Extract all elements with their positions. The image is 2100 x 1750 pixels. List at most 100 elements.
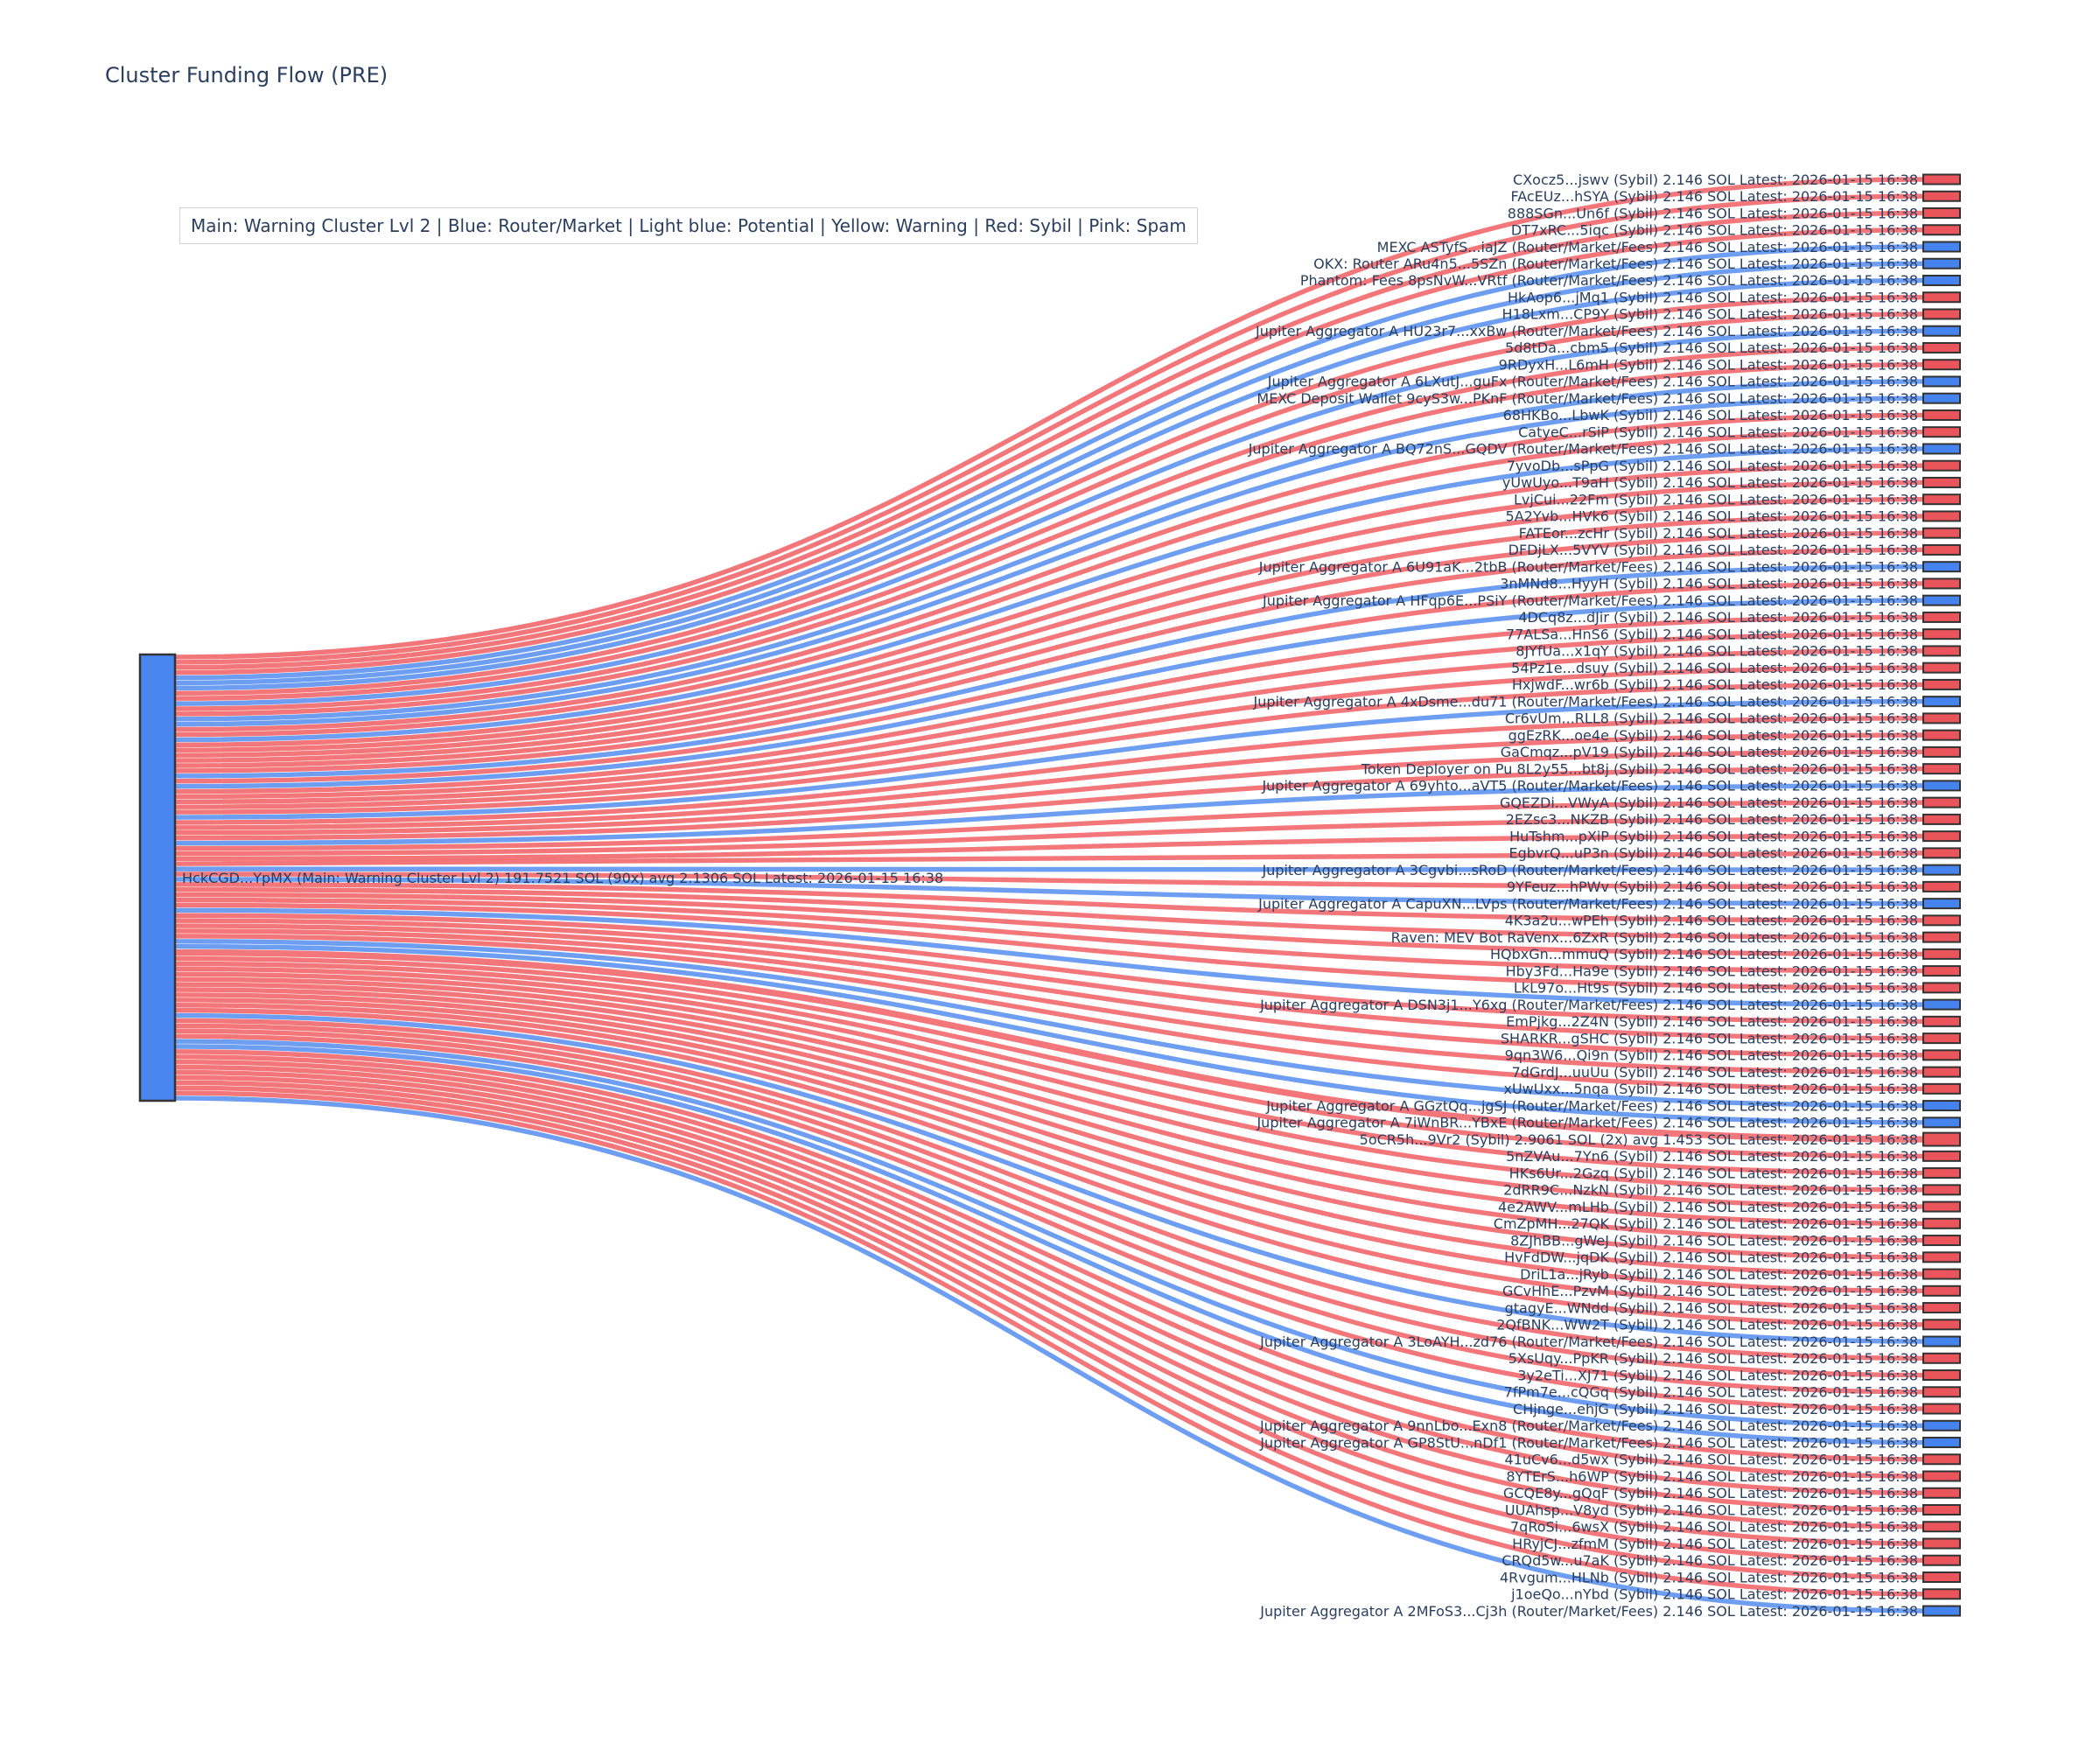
target-node[interactable] — [1922, 543, 1961, 556]
flow-link[interactable] — [174, 228, 1924, 676]
flow-link[interactable] — [174, 412, 1924, 732]
flow-link[interactable] — [174, 956, 1924, 1159]
flow-link[interactable] — [174, 1023, 1924, 1378]
target-node[interactable] — [1922, 1453, 1961, 1466]
target-node[interactable] — [1922, 1403, 1961, 1415]
flow-link[interactable] — [174, 295, 1924, 696]
flow-link[interactable] — [174, 976, 1924, 1227]
target-node[interactable] — [1922, 678, 1961, 690]
flow-link[interactable] — [174, 210, 1924, 670]
flow-link[interactable] — [174, 766, 1924, 841]
target-node[interactable] — [1922, 1116, 1961, 1129]
target-node[interactable] — [1922, 611, 1961, 623]
target-node[interactable] — [1922, 898, 1961, 910]
target-node[interactable] — [1922, 1235, 1961, 1247]
flow-link[interactable] — [174, 749, 1924, 836]
flow-link[interactable] — [174, 850, 1924, 866]
flow-link[interactable] — [174, 1090, 1924, 1597]
target-node[interactable] — [1922, 1082, 1961, 1095]
flow-link[interactable] — [174, 897, 1924, 974]
flow-link[interactable] — [174, 345, 1924, 711]
flow-link[interactable] — [174, 1012, 1924, 1344]
flow-link[interactable] — [174, 261, 1924, 686]
target-node[interactable] — [1922, 561, 1961, 573]
target-node[interactable] — [1922, 830, 1961, 843]
target-node[interactable] — [1922, 1268, 1961, 1280]
target-node[interactable] — [1922, 813, 1961, 825]
target-node[interactable] — [1922, 224, 1961, 236]
target-node[interactable] — [1922, 578, 1961, 590]
flow-link[interactable] — [174, 882, 1924, 923]
flow-link[interactable] — [174, 631, 1924, 800]
flow-link[interactable] — [174, 1028, 1924, 1395]
target-node[interactable] — [1922, 1335, 1961, 1348]
flow-link[interactable] — [174, 1039, 1924, 1428]
flow-link[interactable] — [174, 362, 1924, 717]
target-node[interactable] — [1922, 190, 1961, 202]
flow-link[interactable] — [174, 530, 1924, 768]
target-node[interactable] — [1922, 1605, 1961, 1617]
target-node[interactable] — [1922, 982, 1961, 994]
flow-link[interactable] — [174, 312, 1924, 701]
target-node[interactable] — [1922, 763, 1961, 775]
target-node[interactable] — [1922, 476, 1961, 488]
target-node[interactable] — [1922, 375, 1961, 388]
target-node[interactable] — [1922, 1487, 1961, 1499]
flow-link[interactable] — [174, 939, 1924, 1109]
target-node[interactable] — [1922, 1015, 1961, 1027]
flow-link[interactable] — [174, 244, 1924, 681]
flow-link[interactable] — [174, 379, 1924, 722]
target-node[interactable] — [1922, 662, 1961, 674]
flow-link[interactable] — [174, 396, 1924, 727]
flow-link[interactable] — [174, 564, 1924, 779]
flow-link[interactable] — [174, 1003, 1924, 1311]
flow-link[interactable] — [174, 866, 1924, 872]
flow-link[interactable] — [174, 277, 1924, 691]
target-node[interactable] — [1922, 1419, 1961, 1432]
flow-link[interactable] — [174, 966, 1924, 1193]
flow-link[interactable] — [174, 698, 1924, 820]
target-node[interactable] — [1922, 931, 1961, 943]
target-node[interactable] — [1922, 510, 1961, 522]
target-node[interactable] — [1922, 712, 1961, 724]
target-node[interactable] — [1922, 1284, 1961, 1297]
flow-link[interactable] — [174, 1080, 1924, 1563]
target-node[interactable] — [1922, 948, 1961, 960]
target-node[interactable] — [1922, 1251, 1961, 1264]
target-node[interactable] — [1922, 1504, 1961, 1516]
flow-link[interactable] — [174, 716, 1924, 825]
target-node[interactable] — [1922, 1386, 1961, 1398]
flow-link[interactable] — [174, 943, 1924, 1125]
target-node[interactable] — [1922, 426, 1961, 438]
flow-link[interactable] — [174, 1096, 1924, 1614]
flow-link[interactable] — [174, 982, 1924, 1243]
target-node[interactable] — [1922, 998, 1961, 1011]
flow-link[interactable] — [174, 872, 1924, 890]
flow-link[interactable] — [174, 682, 1924, 815]
target-node[interactable] — [1922, 847, 1961, 859]
flow-link[interactable] — [174, 1033, 1924, 1411]
flow-link[interactable] — [174, 907, 1924, 1007]
target-node[interactable] — [1922, 864, 1961, 876]
flow-link[interactable] — [174, 581, 1924, 784]
target-node[interactable] — [1922, 173, 1961, 186]
flow-link[interactable] — [174, 800, 1924, 851]
target-node[interactable] — [1922, 780, 1961, 792]
flow-link[interactable] — [174, 877, 1924, 906]
flow-link[interactable] — [174, 480, 1924, 752]
flow-link[interactable] — [174, 887, 1924, 940]
flow-link[interactable] — [174, 1069, 1924, 1530]
target-node[interactable] — [1922, 1302, 1961, 1314]
target-node[interactable] — [1922, 628, 1961, 640]
target-node[interactable] — [1922, 274, 1961, 286]
target-node[interactable] — [1922, 1066, 1961, 1078]
flow-link[interactable] — [174, 665, 1924, 809]
target-node[interactable] — [1922, 1554, 1961, 1566]
flow-link[interactable] — [174, 992, 1924, 1277]
target-node[interactable] — [1922, 796, 1961, 808]
flow-link[interactable] — [174, 918, 1924, 1041]
target-node[interactable] — [1922, 645, 1961, 657]
flow-link[interactable] — [174, 902, 1924, 990]
flow-link[interactable] — [174, 783, 1924, 846]
flow-link[interactable] — [174, 547, 1924, 774]
